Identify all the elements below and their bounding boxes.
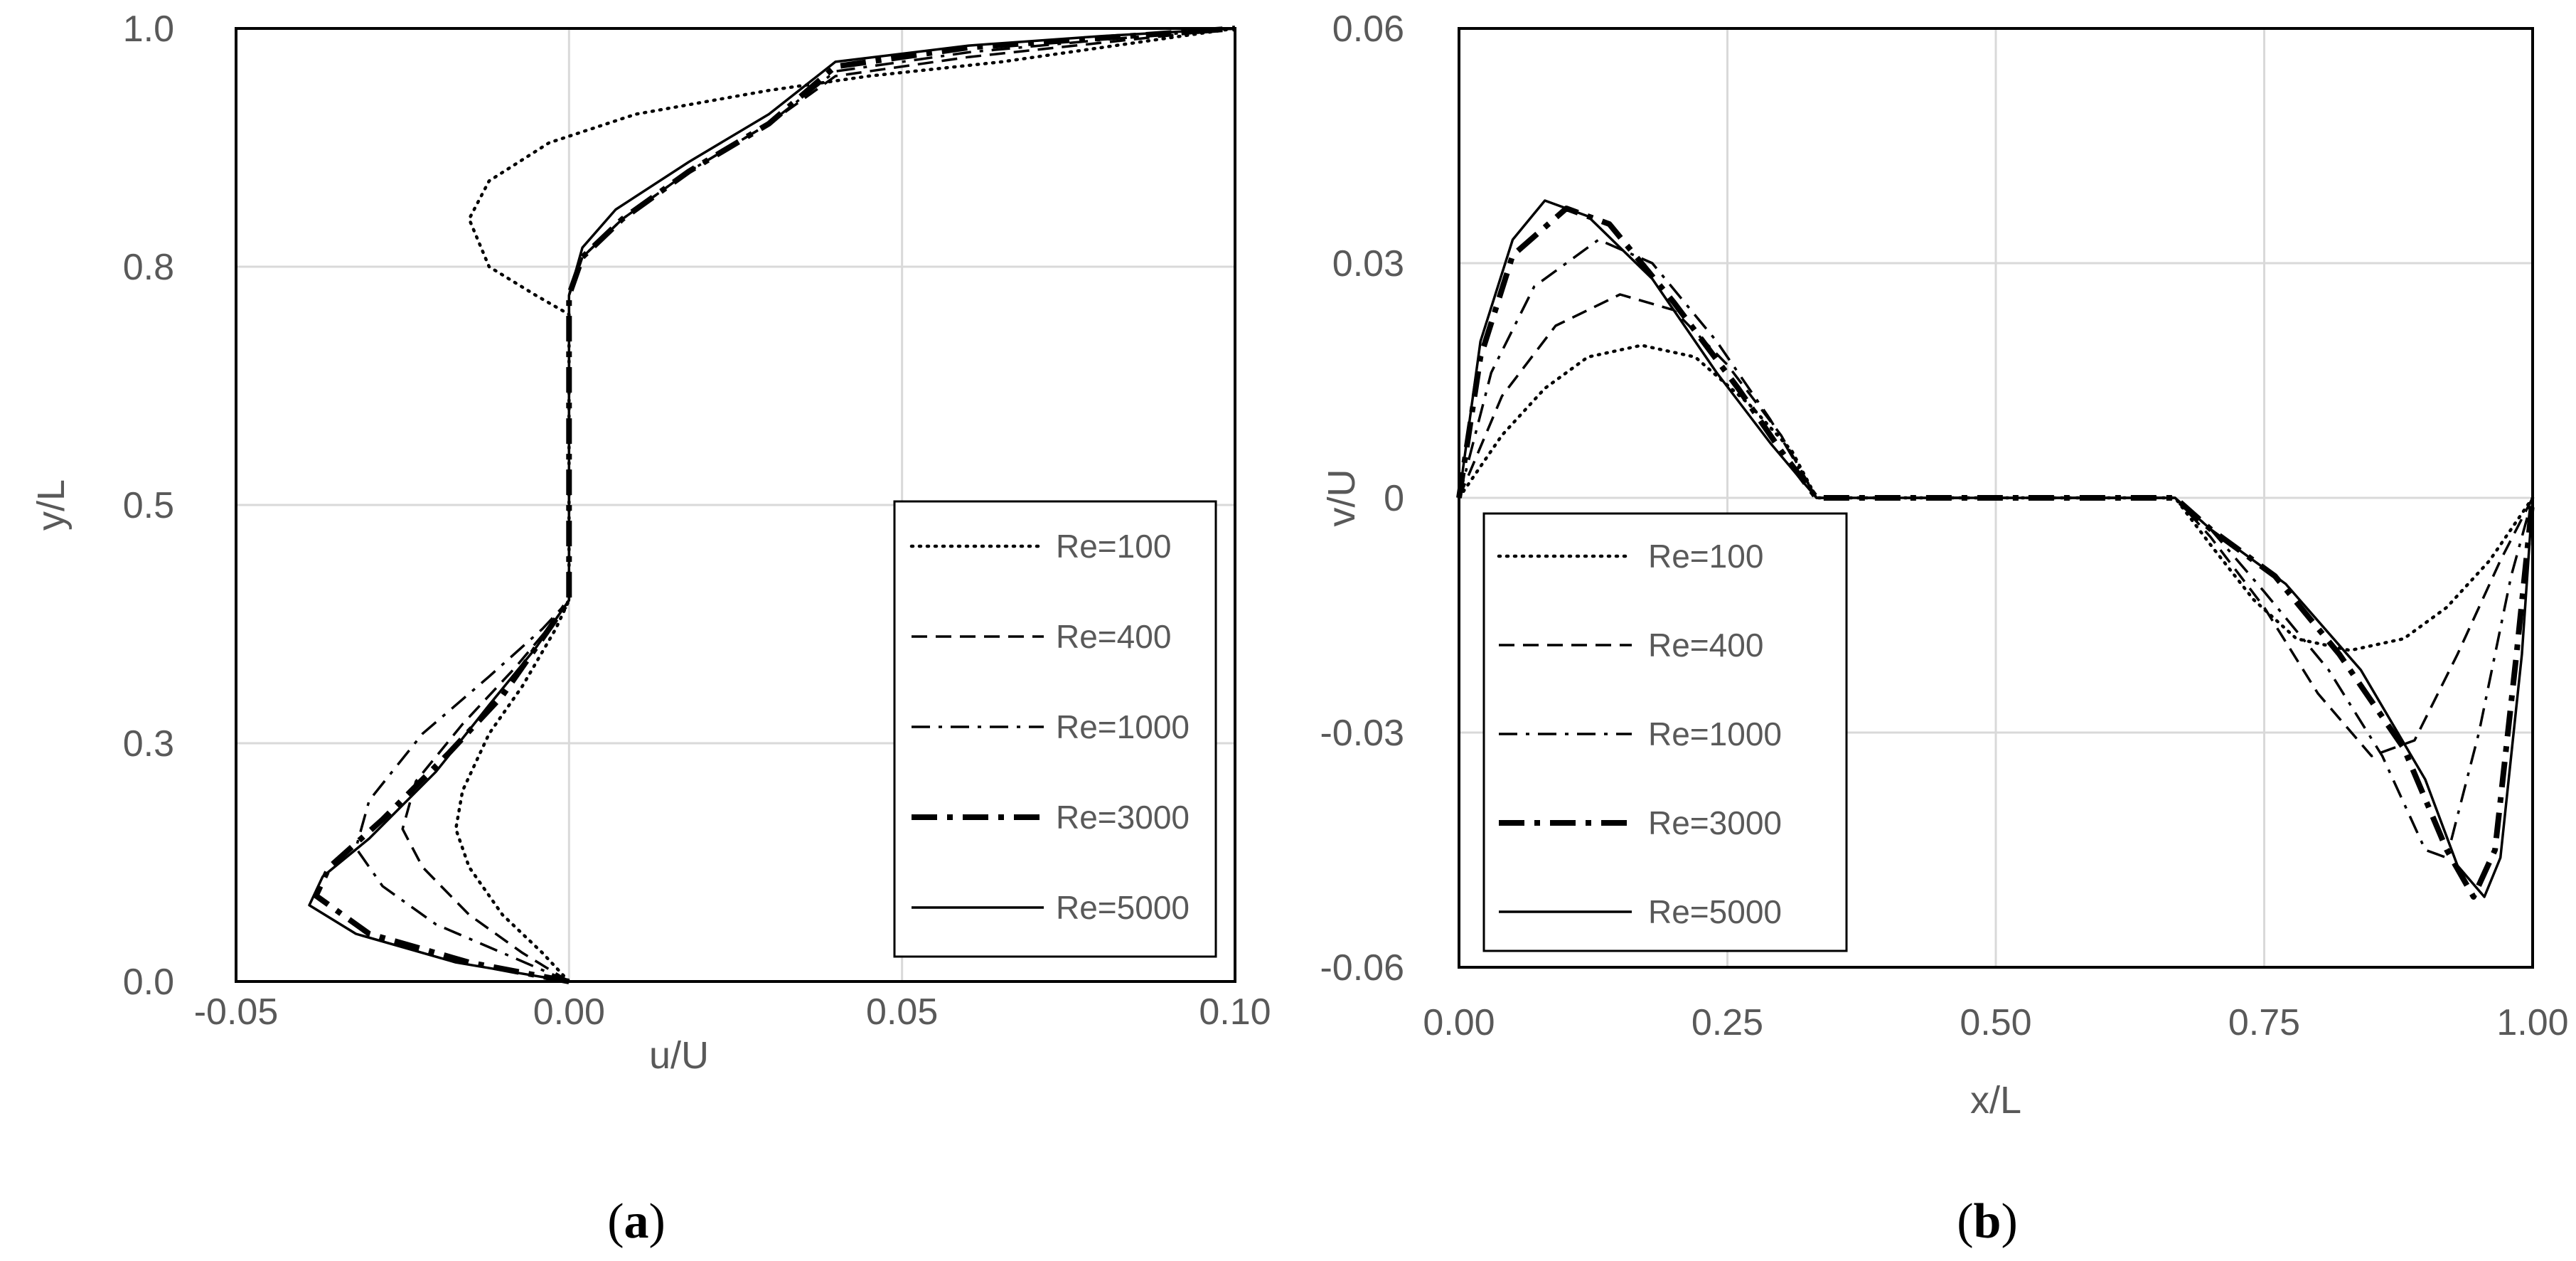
panel-label-b: (b): [1957, 1194, 2018, 1249]
chart-b-x-tick-label: 0.50: [1960, 1002, 2031, 1043]
chart-b-legend: Re=100 Re=400 Re=1000 Re=3000 Re=5000: [1482, 512, 1848, 952]
chart-a-legend: Re=100 Re=400 Re=1000 Re=3000 Re=5000: [893, 500, 1217, 958]
chart-a-y-tick-label: 0.3: [123, 723, 174, 765]
legend-label-re-400: Re=400: [1648, 627, 1763, 664]
legend-label-re-100: Re=100: [1648, 538, 1763, 575]
chart-b-y-axis-label: v/U: [1320, 469, 1363, 527]
series-line-re-5000: [308, 27, 1236, 983]
chart-a-plot-frame: [235, 27, 1236, 983]
legend-label-re-100: Re=100: [1056, 528, 1171, 565]
legend-label-re-1000: Re=1000: [1056, 708, 1190, 745]
chart-b-y-tick-label: 0.03: [1332, 243, 1404, 284]
chart-b-x-tick-label: 0.25: [1691, 1002, 1763, 1043]
legend-label-re-1000: Re=1000: [1648, 715, 1782, 752]
chart-a-x-tick-label: 0.00: [533, 991, 605, 1033]
chart-a-y-tick-label: 0.0: [123, 962, 174, 1003]
series-line-re-5000: [1458, 199, 2534, 898]
chart-b-series: [1456, 199, 2535, 900]
chart-b-x-tick-label: 0.75: [2228, 1002, 2300, 1043]
legend-label-re-5000: Re=5000: [1648, 893, 1782, 930]
chart-a-y-axis-label: y/L: [30, 479, 73, 531]
chart-b-y-tick-label: 0: [1384, 478, 1404, 519]
chart-a-x-axis-label: u/U: [649, 1034, 709, 1077]
series-line-re-3000: [313, 26, 1236, 984]
chart-a-x-tick-label: 0.05: [866, 991, 938, 1033]
legend-label-re-5000: Re=5000: [1056, 889, 1190, 926]
chart-panel-b: 0.00 0.25 0.50 0.75 1.00-0.06-0.0300.030.06 …: [1320, 9, 2568, 1249]
chart-a-y-tick-label: 1.0: [123, 9, 174, 50]
chart-b-x-tick-label: 1.00: [2496, 1002, 2568, 1043]
chart-b-legend-box: [1482, 512, 1848, 952]
chart-b-x-tick-label: 0.00: [1423, 1002, 1495, 1043]
chart-b-x-axis-label: x/L: [1970, 1079, 2021, 1122]
chart-a-tick-labels: -0.05 0.00 0.05 0.10 0.0 0.3 0.5 0.8 1.0: [123, 9, 1271, 1033]
chart-b-tick-labels: 0.00 0.25 0.50 0.75 1.00 -0.06 -0.03 0 0.03 0.06: [1320, 9, 2568, 1043]
legend-label-re-400: Re=400: [1056, 618, 1171, 655]
chart-b-y-tick-label: -0.03: [1320, 713, 1404, 754]
chart-panel-a: -0.05 0.00 0.05 0.10 0.0 0.3 0.5 0.8 1.0 u/U y/L…: [30, 9, 1271, 1249]
chart-a-series: [308, 26, 1237, 984]
panel-label-a: (a): [607, 1194, 666, 1249]
chart-a-y-tick-label: 0.8: [123, 247, 174, 288]
chart-b-y-tick-label: 0.06: [1332, 9, 1404, 50]
legend-label-re-3000: Re=3000: [1056, 799, 1190, 836]
chart-a-x-tick-label: 0.10: [1199, 991, 1271, 1033]
chart-b-y-tick-label: -0.06: [1320, 947, 1404, 989]
legend-label-re-3000: Re=3000: [1648, 804, 1782, 841]
series-line-re-100: [454, 26, 1237, 984]
chart-a-y-tick-label: 0.5: [123, 485, 174, 526]
chart-a-x-tick-label: -0.05: [194, 991, 279, 1033]
chart-b-plot-frame: [1458, 27, 2534, 969]
chart-a-legend-box: [893, 500, 1217, 958]
